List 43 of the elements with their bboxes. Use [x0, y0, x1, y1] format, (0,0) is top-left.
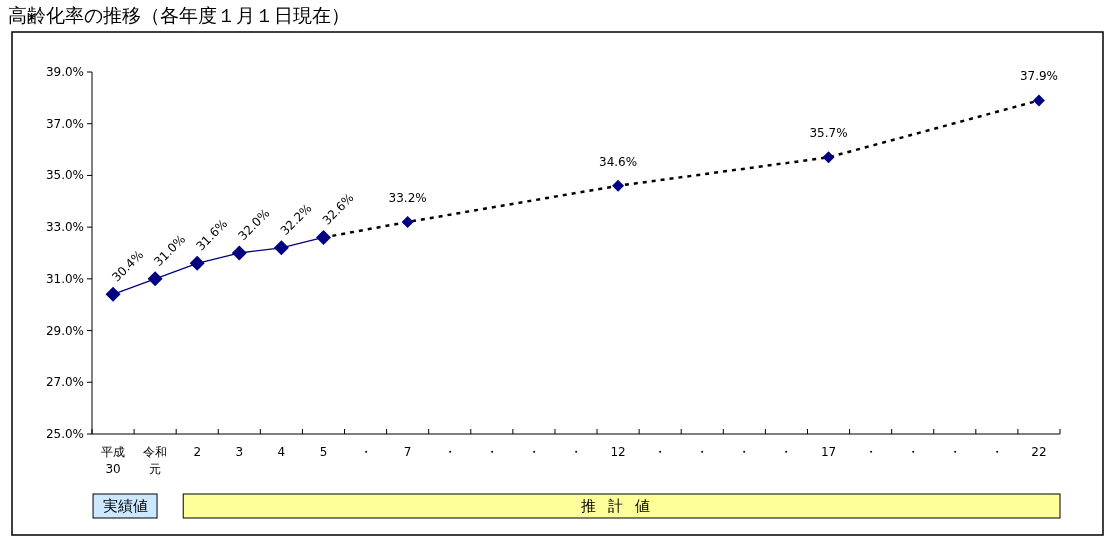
point	[147, 271, 163, 287]
x-tick-label: ・	[696, 445, 709, 459]
x-tick-label: 7	[403, 445, 412, 459]
x-tick-label: 12	[610, 445, 626, 459]
y-tick-label: 25.0%	[45, 427, 84, 441]
data-label: 33.2%	[388, 190, 427, 205]
point	[105, 286, 121, 302]
y-tick-label: 39.0%	[45, 65, 84, 79]
x-tick-label: ・	[738, 445, 751, 459]
x-tick-label: ・	[527, 445, 540, 459]
x-tick-label: ・	[570, 445, 582, 459]
x-tick-label: ・	[864, 445, 877, 459]
y-tick-label: 27.0%	[45, 375, 84, 390]
x-tick-label: 17	[820, 445, 837, 459]
x-tick-label: ・	[485, 445, 498, 459]
x-tick-label: 2	[193, 445, 202, 459]
x-tick-label: 令和元	[143, 445, 168, 476]
point	[189, 255, 205, 271]
point	[231, 245, 247, 261]
x-tick-label: ・	[443, 445, 456, 459]
y-tick-label: 31.0%	[45, 271, 84, 286]
y-tick-label: 33.0%	[45, 220, 84, 235]
x-tick-label: ・	[948, 445, 961, 459]
x-tick-label: 3	[235, 445, 244, 459]
x-tick-label: ・	[906, 445, 919, 459]
y-tick-label: 37.0%	[45, 116, 84, 131]
x-tick-label: ・	[780, 445, 793, 459]
text: 推計値	[581, 497, 663, 515]
x-tick-label: ・	[990, 445, 1003, 459]
x-tick-label: 22	[1031, 445, 1047, 459]
point	[273, 240, 289, 256]
y-tick-label: 35.0%	[45, 168, 84, 183]
chart-title: 高齢化率の推移（各年度１月１日現在）	[8, 4, 350, 26]
x-tick-label: 4	[277, 445, 286, 459]
data-label: 35.7%	[809, 126, 848, 141]
x-tick-label: 5	[319, 445, 328, 459]
text: 実績値	[102, 497, 148, 515]
data-label: 34.6%	[599, 154, 638, 169]
x-tick-label: ・	[359, 445, 372, 459]
data-label: 37.9%	[1019, 69, 1059, 84]
x-tick-label: ・	[654, 445, 667, 459]
y-tick-label: 29.0%	[45, 323, 84, 338]
x-tick-label: 平成30	[101, 445, 126, 476]
